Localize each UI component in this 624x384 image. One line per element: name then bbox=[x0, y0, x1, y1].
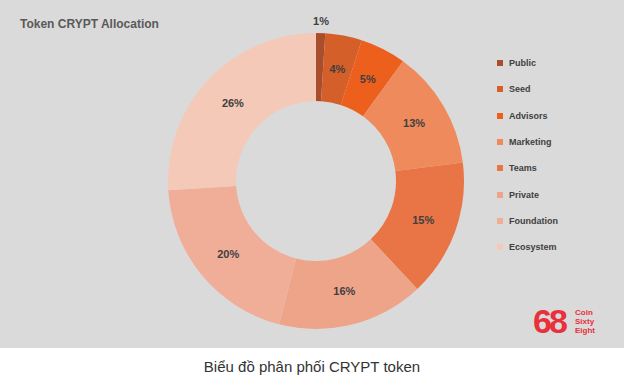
svg-text:4%: 4% bbox=[329, 63, 345, 75]
svg-text:26%: 26% bbox=[222, 97, 244, 109]
html-text:Ecosystem: Ecosystem bbox=[509, 242, 557, 253]
svg-text:13%: 13% bbox=[403, 117, 425, 129]
html-text:Teams: Teams bbox=[509, 163, 537, 174]
svg-text:16%: 16% bbox=[333, 285, 355, 297]
svg-text:5%: 5% bbox=[360, 73, 376, 85]
svg-text:1%: 1% bbox=[313, 15, 329, 27]
html-text:Coin: Coin bbox=[575, 308, 593, 317]
html-text:Sixty: Sixty bbox=[575, 317, 595, 326]
html-text:Seed: Seed bbox=[509, 84, 531, 95]
html-text:Eight: Eight bbox=[575, 326, 595, 335]
html-text:Public: Public bbox=[509, 58, 536, 69]
html-text:Token CRYPT Allocation: Token CRYPT Allocation bbox=[20, 17, 159, 31]
html-text:Advisors: Advisors bbox=[509, 110, 548, 121]
html-text:Marketing: Marketing bbox=[509, 137, 552, 147]
html-text:68: 68 bbox=[533, 302, 565, 340]
html-text:Private: Private bbox=[509, 189, 539, 200]
svg-text:20%: 20% bbox=[217, 248, 239, 260]
html-text:Biểu đồ phân phối CRYPT token: Biểu đồ phân phối CRYPT token bbox=[203, 358, 421, 375]
html-text:Foundation: Foundation bbox=[509, 215, 558, 226]
svg-text:15%: 15% bbox=[412, 214, 434, 226]
